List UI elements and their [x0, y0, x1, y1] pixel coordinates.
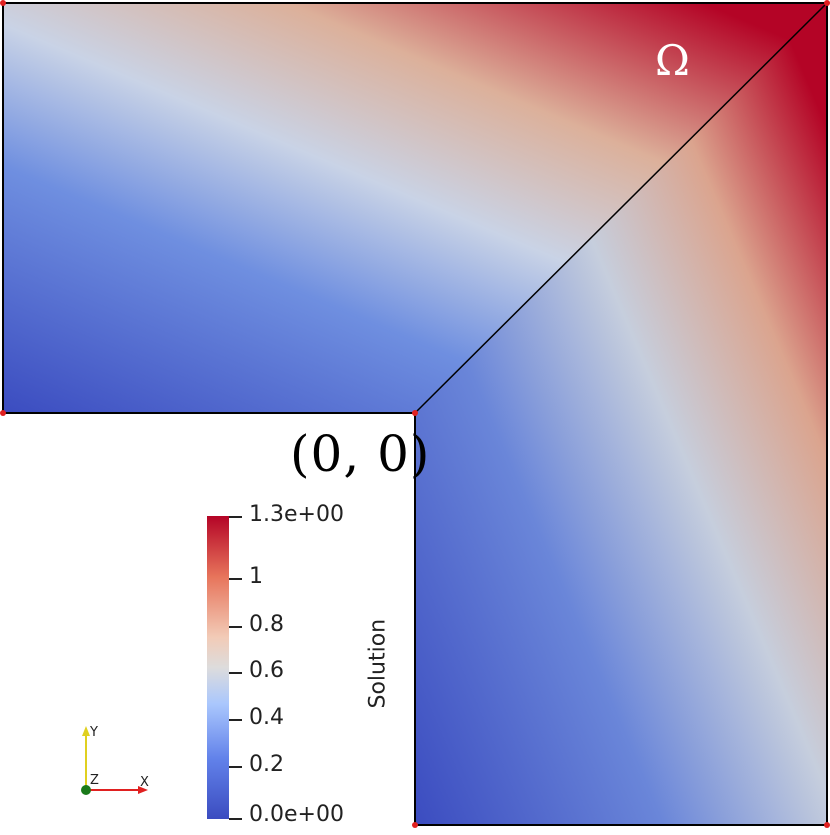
lower-right-region	[415, 3, 827, 825]
vertex-top-left	[0, 0, 6, 6]
origin-label: (0, 0)	[290, 425, 431, 483]
vertex-bottom-left	[412, 822, 418, 828]
colorbar-tick-label: 0.4	[249, 705, 284, 730]
colorbar-tick	[229, 516, 242, 518]
y-axis-label: Y	[89, 725, 98, 740]
colorbar-tick-label: 1	[249, 564, 263, 589]
colorbar-title: Solution	[365, 618, 391, 709]
colorbar-tick	[229, 719, 242, 721]
vertex-top-right	[824, 0, 830, 6]
colorbar[interactable]	[207, 516, 229, 819]
upper-left-region	[3, 3, 827, 413]
colorbar-tick-label: 1.3e+00	[249, 502, 344, 527]
diagonal-edge	[414, 2, 828, 414]
vertex-origin	[412, 410, 418, 416]
domain-label: Ω	[655, 36, 690, 85]
colorbar-tick	[229, 766, 242, 768]
x-axis-label: X	[140, 775, 149, 790]
vertex-bottom-right	[824, 822, 830, 828]
colorbar-tick-label: 0.0e+00	[249, 802, 344, 827]
colorbar-tick	[229, 818, 242, 820]
z-axis-dot	[81, 785, 91, 795]
colorbar-tick	[229, 672, 242, 674]
x-axis-arrow	[138, 786, 148, 794]
orientation-axes-widget: Y X Z	[81, 725, 149, 795]
vertex-left	[0, 410, 6, 416]
z-axis-label: Z	[90, 773, 99, 788]
colorbar-tick-label: 0.2	[249, 752, 284, 777]
colorbar-tick-label: 0.8	[249, 612, 284, 637]
colorbar-tick-label: 0.6	[249, 658, 284, 683]
y-axis-arrow	[82, 726, 90, 736]
colorbar-tick	[229, 626, 242, 628]
colorbar-tick	[229, 578, 242, 580]
